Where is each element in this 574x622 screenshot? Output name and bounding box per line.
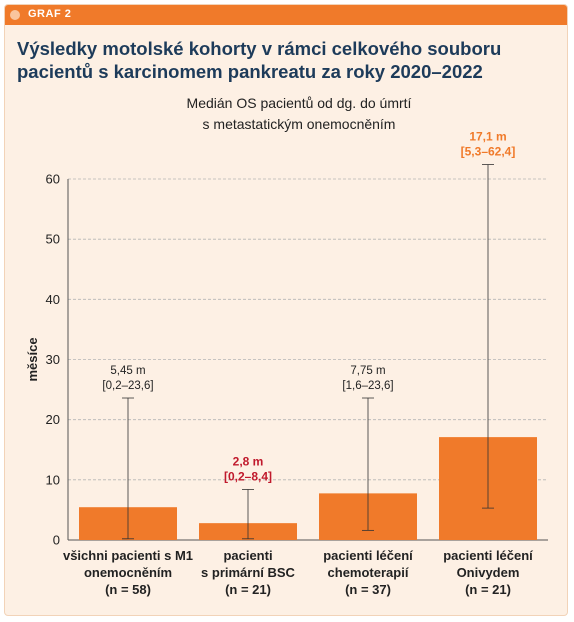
data-label-value: 17,1 m — [469, 130, 506, 144]
y-tick-label: 60 — [46, 172, 60, 187]
figure-title: Výsledky motolské kohorty v rámci celkov… — [17, 38, 502, 82]
chart-title-line: Medián OS pacientů od dg. do úmrtí — [187, 95, 412, 111]
y-tick-label: 40 — [46, 292, 60, 307]
x-category-label: s primární BSC — [201, 565, 296, 580]
data-label-value: 2,8 m — [233, 454, 264, 468]
y-tick-label: 30 — [46, 352, 60, 367]
bullet-icon — [10, 10, 20, 20]
x-category-label: onemocněním — [84, 565, 172, 580]
data-label-range: [5,3–62,4] — [461, 145, 516, 159]
x-category-label: pacienti léčení — [443, 548, 533, 563]
data-label-value: 5,45 m — [110, 365, 145, 377]
y-tick-label: 20 — [46, 412, 60, 427]
bar-chart: Medián OS pacientů od dg. do úmrtí s meta… — [25, 95, 548, 597]
figure-label-bar: GRAF 2 — [5, 5, 567, 25]
x-category-label: pacienti léčení — [323, 548, 413, 563]
y-axis-label: měsíce — [25, 337, 40, 381]
x-category-label: chemoterapií — [328, 565, 409, 580]
data-label-range: [1,6–23,6] — [342, 380, 393, 392]
x-category-label: (n = 21) — [465, 582, 511, 597]
figure-panel: GRAF 2 Výsledky motolské kohorty v rámci… — [4, 4, 568, 616]
data-label-value: 7,75 m — [350, 365, 385, 377]
y-tick-label: 50 — [46, 232, 60, 247]
x-category-label: všichni pacienti s M1 — [63, 548, 193, 563]
x-category-label: (n = 21) — [225, 582, 271, 597]
x-category-label: Onivydem — [457, 565, 520, 580]
x-category-label: (n = 58) — [105, 582, 151, 597]
y-tick-label: 10 — [46, 472, 60, 487]
x-category-label: (n = 37) — [345, 582, 391, 597]
data-label-range: [0,2–8,4] — [224, 469, 272, 483]
y-tick-label: 0 — [53, 533, 60, 548]
x-category-label: pacienti — [223, 548, 272, 563]
figure-label: GRAF 2 — [28, 8, 72, 20]
data-label-range: [0,2–23,6] — [102, 380, 153, 392]
chart-title-line: s metastatickým onemocněním — [203, 116, 396, 132]
